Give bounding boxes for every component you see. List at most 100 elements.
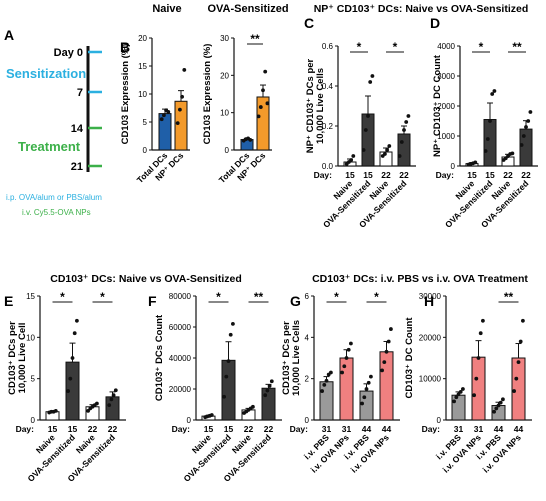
data-point	[180, 94, 185, 99]
data-point	[349, 341, 353, 346]
y-tick-label: 0.2	[322, 122, 334, 131]
data-point	[349, 158, 353, 162]
bar	[471, 356, 486, 421]
y-axis-label: CD103⁺ DCs per	[7, 321, 18, 395]
day-label: Day:	[436, 170, 455, 180]
data-point	[478, 331, 483, 336]
data-point	[498, 400, 503, 405]
y-tick-label: 0.6	[322, 42, 334, 51]
data-point	[399, 140, 404, 144]
day-value: 15	[224, 424, 234, 434]
data-point	[488, 119, 492, 123]
day-value: 15	[345, 170, 355, 180]
day-value: 22	[88, 424, 98, 434]
data-point	[70, 356, 75, 360]
y-tick-label: 2	[305, 375, 310, 384]
day-value: 22	[108, 424, 118, 434]
y-tick-label: 10	[220, 109, 229, 118]
data-point	[510, 151, 515, 156]
bar	[397, 133, 411, 167]
data-point	[320, 389, 324, 393]
timeline: Day 0 7 14 21 Sensitization Treatment i.…	[6, 46, 102, 217]
data-point	[68, 376, 73, 381]
data-point	[452, 399, 456, 404]
data-point	[360, 401, 364, 406]
y-tick-label: 20	[138, 34, 147, 43]
data-point	[182, 68, 187, 72]
data-point	[492, 89, 497, 93]
data-point	[166, 110, 171, 114]
data-point	[258, 105, 263, 109]
panel-letter-g: G	[290, 293, 301, 309]
significance-label: **	[254, 290, 264, 304]
y-tick-label: 6	[305, 292, 310, 301]
data-point	[251, 404, 255, 409]
data-point	[111, 393, 116, 398]
day-value: 22	[521, 170, 531, 180]
data-point	[363, 128, 368, 132]
day-value: 15	[204, 424, 214, 434]
header-panel-g-h: CD103⁺ DCs: i.v. PBS vs i.v. OVA Treatme…	[312, 273, 528, 285]
data-point	[458, 389, 463, 394]
significance-label: *	[374, 290, 379, 304]
day-label: Day:	[172, 424, 191, 434]
day-value: 22	[503, 170, 513, 180]
timeline-label-day14: 14	[71, 123, 84, 135]
bar	[511, 357, 526, 421]
data-point	[389, 327, 393, 331]
day-label: Day:	[16, 424, 35, 434]
data-point	[209, 413, 214, 417]
data-point	[329, 370, 333, 375]
timeline-label-day7: 7	[77, 87, 83, 99]
data-point	[261, 88, 265, 93]
data-point	[109, 397, 114, 402]
day-value: 22	[399, 170, 409, 180]
bar	[483, 119, 497, 167]
data-point	[86, 409, 90, 413]
bar	[451, 394, 466, 421]
timeline-legend-ip: i.p. OVA/alum or PBS/alum	[6, 193, 102, 202]
panel-letter-e: E	[4, 293, 13, 309]
data-point	[368, 80, 373, 84]
bar	[359, 390, 374, 421]
day-label: Day:	[290, 424, 309, 434]
significance-label: *	[393, 40, 398, 54]
day-value: 44	[382, 424, 392, 434]
data-point	[454, 395, 459, 400]
bar	[85, 406, 100, 421]
data-point	[178, 107, 182, 112]
y-axis-label: NP⁺ CD103⁺ DC Count	[432, 54, 443, 157]
timeline-phase-sensitization: Sensitization	[6, 66, 86, 81]
day-value: 44	[514, 424, 524, 434]
y-tick-label: 3000	[437, 72, 455, 81]
data-point	[256, 114, 261, 119]
data-point	[72, 331, 77, 336]
panel-letter-a: A	[4, 27, 14, 43]
data-point	[351, 154, 356, 158]
data-point	[473, 160, 478, 165]
y-tick-label: 4000	[437, 42, 455, 51]
data-point	[461, 387, 465, 391]
data-point	[269, 379, 274, 384]
data-point	[519, 143, 524, 147]
data-point	[385, 148, 389, 152]
timeline-label-day0: Day 0	[54, 47, 83, 59]
y-axis-label: CD103⁺ DCs per	[281, 321, 292, 395]
data-point	[95, 401, 99, 406]
data-point	[346, 347, 351, 352]
data-point	[342, 364, 347, 369]
y-tick-label: 10	[26, 333, 35, 342]
header-naive: Naive	[152, 3, 181, 15]
y-tick-label: 2000	[437, 102, 455, 111]
data-point	[474, 376, 479, 381]
significance-label: *	[60, 290, 65, 304]
bar	[379, 351, 394, 421]
data-point	[490, 92, 495, 96]
data-point	[366, 380, 371, 385]
data-point	[472, 393, 476, 398]
y-tick-label: 5	[143, 118, 148, 127]
day-value: 44	[494, 424, 504, 434]
day-value: 15	[363, 170, 373, 180]
data-point	[113, 388, 118, 393]
data-point	[107, 403, 112, 408]
